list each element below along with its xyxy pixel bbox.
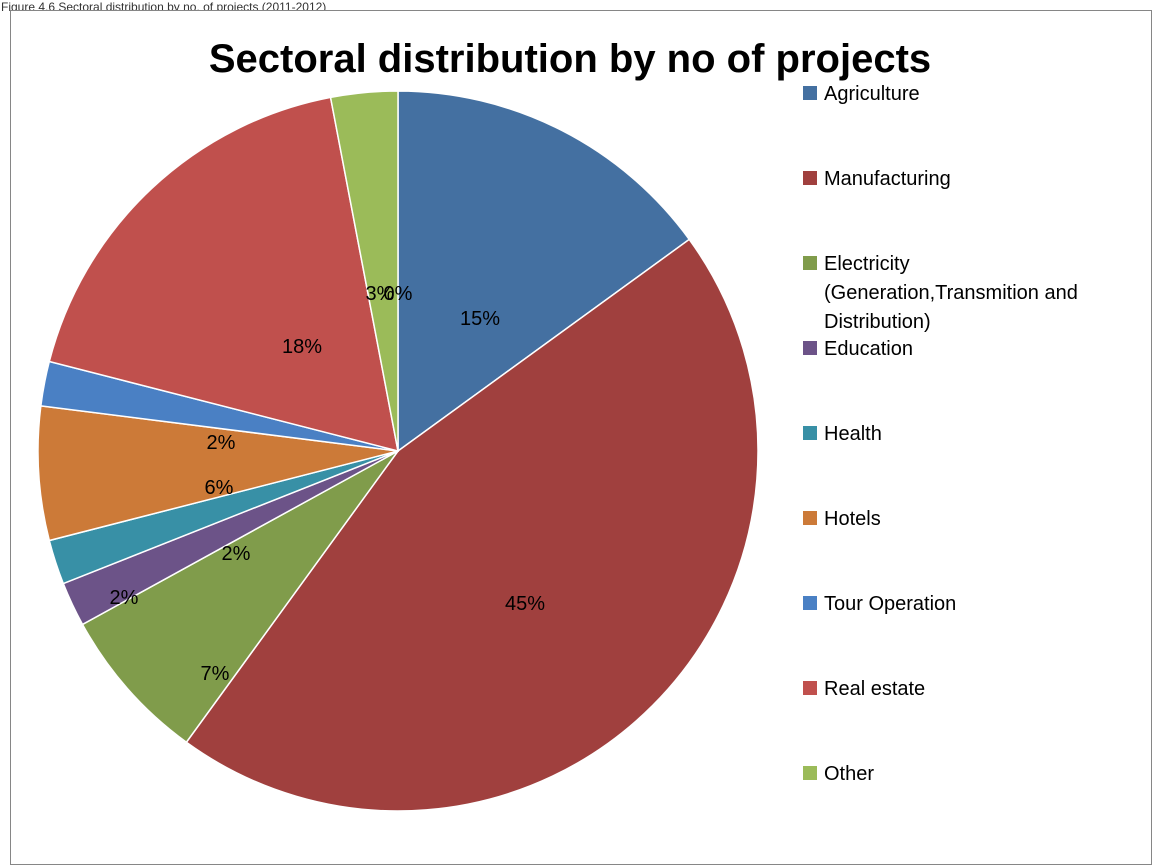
data-label-blank: 0%	[384, 283, 413, 305]
legend-label-manufacturing: Manufacturing	[824, 168, 951, 190]
legend-item-hotels: Hotels	[803, 508, 881, 530]
legend-swatch-education	[803, 341, 817, 355]
legend-label-electricity-generation-transmition-and-distribution: Electricity (Generation,Transmition and Di…	[824, 253, 1078, 333]
legend-label-tour-operation: Tour Operation	[824, 593, 956, 615]
data-label-real-estate: 18%	[282, 336, 322, 358]
pie-slice-other	[329, 90, 399, 452]
legend-swatch-other	[803, 766, 817, 780]
legend-item-agriculture: Agriculture	[803, 83, 920, 105]
legend-item-electricity-generation-transmition-and-distribution: Electricity (Generation,Transmition and Di…	[803, 253, 1078, 333]
legend-item-real-estate: Real estate	[803, 678, 925, 700]
pie-slice-electricity-generation-transmition-and-distribution	[81, 450, 399, 744]
legend-swatch-manufacturing	[803, 171, 817, 185]
legend: Agriculture Manufacturing Electricity (Gene…	[803, 83, 1078, 785]
legend-label-education: Education	[824, 338, 913, 360]
pie-slice-manufacturing	[185, 238, 759, 812]
legend-swatch-agriculture	[803, 86, 817, 100]
legend-item-health: Health	[803, 423, 882, 445]
legend-swatch-real-estate	[803, 681, 817, 695]
data-label-agriculture: 15%	[460, 308, 500, 330]
legend-label-hotels: Hotels	[824, 508, 881, 530]
data-label-electricity-generation-transmition-and-distribution: 7%	[201, 663, 230, 685]
data-label-tour-operation: 2%	[207, 432, 236, 454]
pie-slice-real-estate	[48, 96, 399, 453]
legend-item-tour-operation: Tour Operation	[803, 593, 956, 615]
legend-label-agriculture: Agriculture	[824, 83, 920, 105]
data-label-hotels: 6%	[205, 477, 234, 499]
data-label-health: 2%	[222, 543, 251, 565]
data-label-other: 3%	[366, 283, 395, 305]
legend-label-health: Health	[824, 423, 882, 445]
data-labels: 15% 45% 7% 2% 2% 6% 2% 18% 3%0%	[110, 283, 546, 685]
legend-swatch-electricity-generation-transmition-and-distribution	[803, 256, 817, 270]
pie-slice-agriculture	[397, 90, 691, 453]
pie-slice-hotels	[37, 405, 399, 542]
data-label-manufacturing: 45%	[505, 593, 545, 615]
legend-swatch-hotels	[803, 511, 817, 525]
legend-swatch-health	[803, 426, 817, 440]
legend-item-other: Other	[803, 763, 874, 785]
legend-label-other: Other	[824, 763, 874, 785]
legend-item-manufacturing: Manufacturing	[803, 168, 951, 190]
chart-title: Sectoral distribution by no of projects	[209, 37, 931, 81]
pie-slices	[37, 90, 759, 812]
legend-label-real-estate: Real estate	[824, 678, 925, 700]
legend-swatch-tour-operation	[803, 596, 817, 610]
legend-item-education: Education	[803, 338, 913, 360]
data-label-education: 2%	[110, 587, 139, 609]
